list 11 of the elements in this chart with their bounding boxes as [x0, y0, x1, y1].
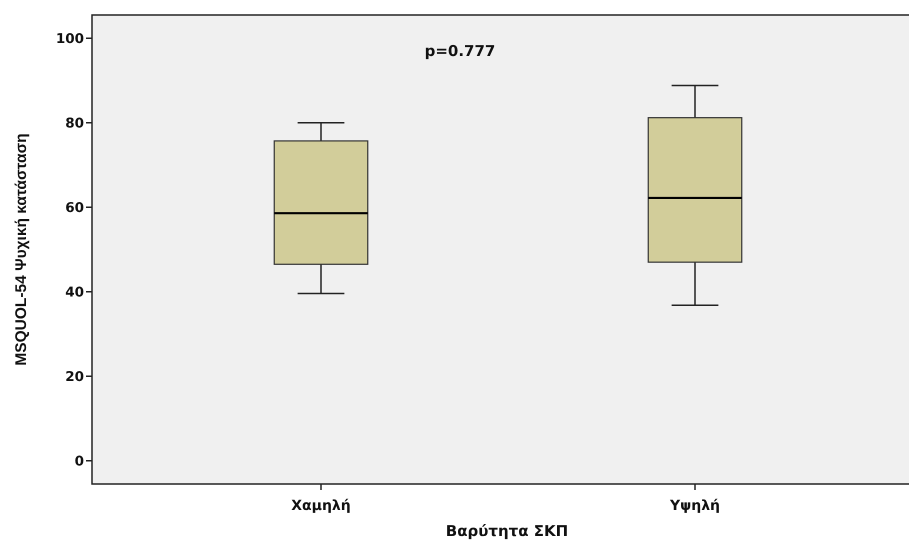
y-tick-label: 100 — [56, 30, 84, 47]
x-tick-label: Χαμηλή — [291, 498, 351, 514]
y-tick-label: 20 — [65, 368, 84, 385]
y-tick-label: 0 — [74, 453, 84, 470]
x-tick-label: Υψηλή — [668, 498, 720, 514]
y-tick-label: 40 — [65, 284, 84, 300]
y-tick-label: 60 — [65, 200, 84, 216]
y-tick-label: 80 — [65, 115, 84, 132]
y-axis-title: MSQUOL-54 Ψυχική κατάσταση — [13, 133, 30, 366]
annotation: p=0.777 — [424, 42, 496, 60]
x-axis-title: Βαρύτητα ΣΚΠ — [446, 522, 568, 540]
